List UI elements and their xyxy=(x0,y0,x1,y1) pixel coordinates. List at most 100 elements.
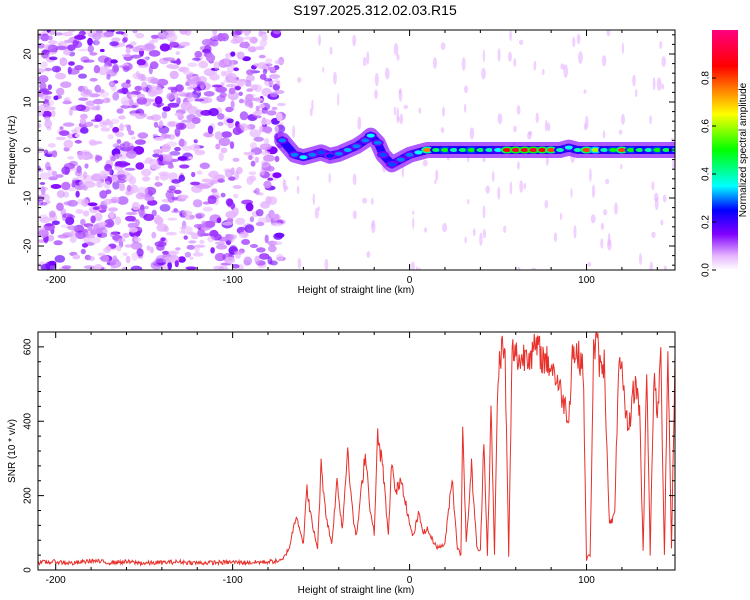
noise-blob xyxy=(181,119,193,123)
noise-blob xyxy=(180,101,193,111)
noise-streak xyxy=(362,56,367,67)
noise-blob xyxy=(175,247,181,251)
noise-blob xyxy=(252,111,260,117)
noise-blob xyxy=(180,194,189,200)
noise-blob xyxy=(132,30,138,34)
noise-blob xyxy=(137,73,145,81)
noise-blob xyxy=(264,234,269,244)
noise-blob xyxy=(151,231,157,239)
noise-blob xyxy=(246,69,254,76)
noise-blob xyxy=(274,232,285,238)
noise-blob xyxy=(258,253,270,260)
noise-blob xyxy=(97,181,102,187)
noise-blob xyxy=(213,265,225,270)
noise-blob xyxy=(68,68,80,75)
noise-blob xyxy=(262,126,273,133)
noise-blob xyxy=(135,45,148,52)
noise-blob xyxy=(68,30,75,33)
y-tick-label: 0 xyxy=(23,567,34,573)
noise-blob xyxy=(245,202,254,212)
noise-streak xyxy=(370,197,374,205)
noise-blob xyxy=(39,172,51,180)
noise-blob xyxy=(186,114,197,121)
noise-blob xyxy=(167,102,180,108)
noise-streak xyxy=(516,105,521,115)
noise-streak xyxy=(591,184,596,198)
noise-blob xyxy=(188,80,198,89)
noise-blob xyxy=(136,97,148,105)
noise-blob xyxy=(78,48,89,52)
noise-blob xyxy=(42,91,53,95)
noise-blob xyxy=(177,91,187,97)
noise-streak xyxy=(399,113,404,125)
noise-blob xyxy=(48,56,58,61)
noise-streak xyxy=(440,127,445,133)
noise-blob xyxy=(106,74,111,80)
noise-blob xyxy=(74,170,83,177)
noise-blob xyxy=(180,226,186,230)
noise-blob xyxy=(53,240,63,246)
noise-blob xyxy=(136,248,144,257)
noise-blob xyxy=(185,92,195,99)
noise-blob xyxy=(78,181,87,186)
noise-blob xyxy=(38,68,46,74)
noise-blob xyxy=(53,95,59,101)
noise-blob xyxy=(114,166,123,171)
noise-streak xyxy=(482,205,486,219)
noise-blob xyxy=(187,231,196,236)
noise-blob xyxy=(128,227,138,233)
noise-blob xyxy=(125,47,131,54)
noise-blob xyxy=(141,81,148,89)
noise-blob xyxy=(42,110,52,118)
noise-streak xyxy=(396,116,400,124)
noise-blob xyxy=(167,261,173,270)
noise-blob xyxy=(118,115,126,120)
noise-blob xyxy=(218,152,224,161)
noise-blob xyxy=(153,216,164,225)
page-title: S197.2025.312.02.03.R15 xyxy=(293,2,457,18)
noise-streak xyxy=(442,222,448,233)
noise-blob xyxy=(61,265,72,270)
noise-blob xyxy=(267,177,274,181)
noise-blob xyxy=(211,188,218,193)
noise-blob xyxy=(272,241,283,246)
noise-blob xyxy=(217,121,224,126)
colorbar-tick-label: 0.2 xyxy=(701,215,712,229)
noise-blob xyxy=(206,53,216,63)
noise-blob xyxy=(159,154,164,162)
noise-blob xyxy=(166,33,178,42)
noise-blob xyxy=(245,80,252,87)
noise-blob xyxy=(174,127,181,137)
noise-blob xyxy=(153,121,159,128)
noise-streak xyxy=(329,46,333,55)
noise-blob xyxy=(71,129,78,134)
noise-blob xyxy=(169,70,179,80)
y-tick-label: 600 xyxy=(23,338,34,355)
noise-blob xyxy=(83,89,93,95)
noise-blob xyxy=(243,30,250,36)
noise-blob xyxy=(156,78,169,86)
noise-streak xyxy=(482,228,486,239)
noise-blob xyxy=(170,60,178,64)
noise-streak xyxy=(649,115,652,125)
ridge-point xyxy=(626,148,635,152)
noise-blob xyxy=(168,185,176,191)
noise-blob xyxy=(226,72,237,81)
noise-blob xyxy=(236,37,244,42)
noise-blob xyxy=(174,260,179,268)
noise-streak xyxy=(651,181,655,191)
noise-streak xyxy=(337,92,340,107)
noise-streak xyxy=(352,210,357,220)
noise-blob xyxy=(275,253,284,262)
noise-blob xyxy=(179,30,189,35)
noise-streak xyxy=(314,207,319,219)
noise-blob xyxy=(160,264,169,270)
noise-blob xyxy=(195,213,203,220)
noise-blob xyxy=(259,104,265,109)
noise-streak xyxy=(573,225,577,239)
noise-streak xyxy=(482,49,485,63)
noise-blob xyxy=(167,164,174,169)
noise-streak xyxy=(601,55,607,67)
noise-blob xyxy=(84,163,89,169)
